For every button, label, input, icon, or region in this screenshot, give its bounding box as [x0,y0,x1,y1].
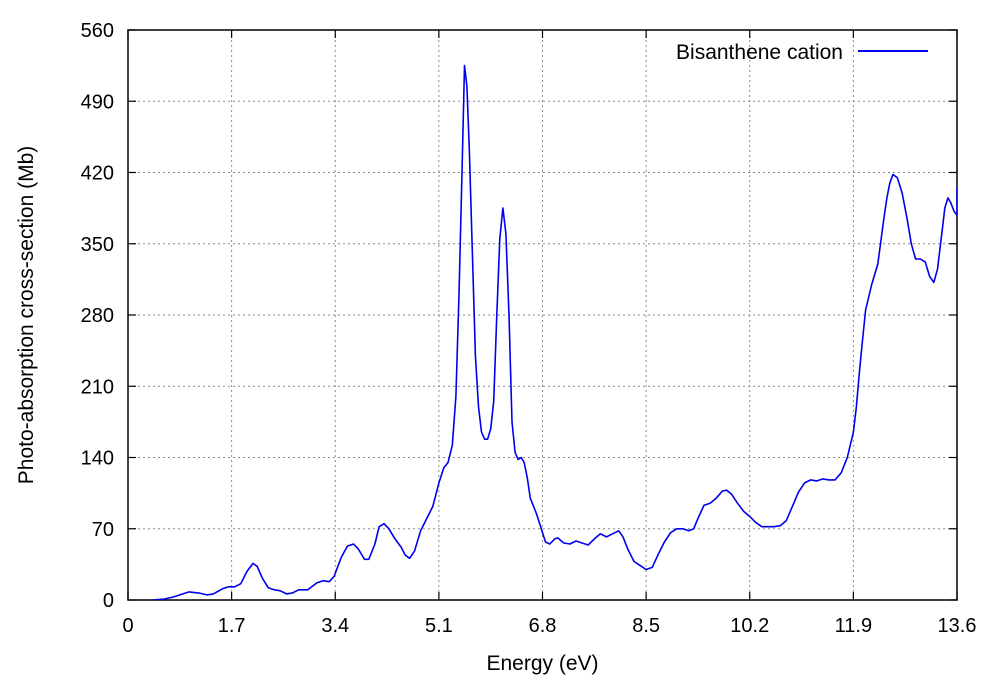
series-line [152,64,957,600]
y-axis-title: Photo-absorption cross-section (Mb) [15,146,38,484]
y-tick-label: 210 [81,376,114,398]
y-tick-label: 560 [81,20,114,42]
legend-label: Bisanthene cation [676,41,843,64]
y-tick-label: 70 [92,519,114,541]
x-tick-label: 13.6 [938,615,977,637]
x-tick-label: 5.1 [425,615,453,637]
y-tick-label: 350 [81,234,114,256]
x-axis-title: Energy (eV) [486,652,598,675]
x-tick-label: 10.2 [730,615,769,637]
x-tick-label: 3.4 [321,615,349,637]
y-tick-label: 140 [81,448,114,470]
x-tick-label: 8.5 [632,615,660,637]
grid [128,30,957,600]
series-layer [152,64,957,600]
legend: Bisanthene cation [676,41,928,64]
y-tick-label: 280 [81,305,114,327]
x-tick-label: 1.7 [218,615,246,637]
x-tick-label: 6.8 [529,615,557,637]
axes: 0 1.7 3.4 5.1 6.8 8.5 10.2 11.9 13.6 0 70 140 210 280… [81,20,977,637]
y-tick-label: 490 [81,91,114,113]
x-tick-label: 0 [122,615,133,637]
x-tick-label: 11.9 [835,615,872,637]
y-tick-label: 420 [81,163,114,185]
y-tick-label: 0 [103,590,114,612]
